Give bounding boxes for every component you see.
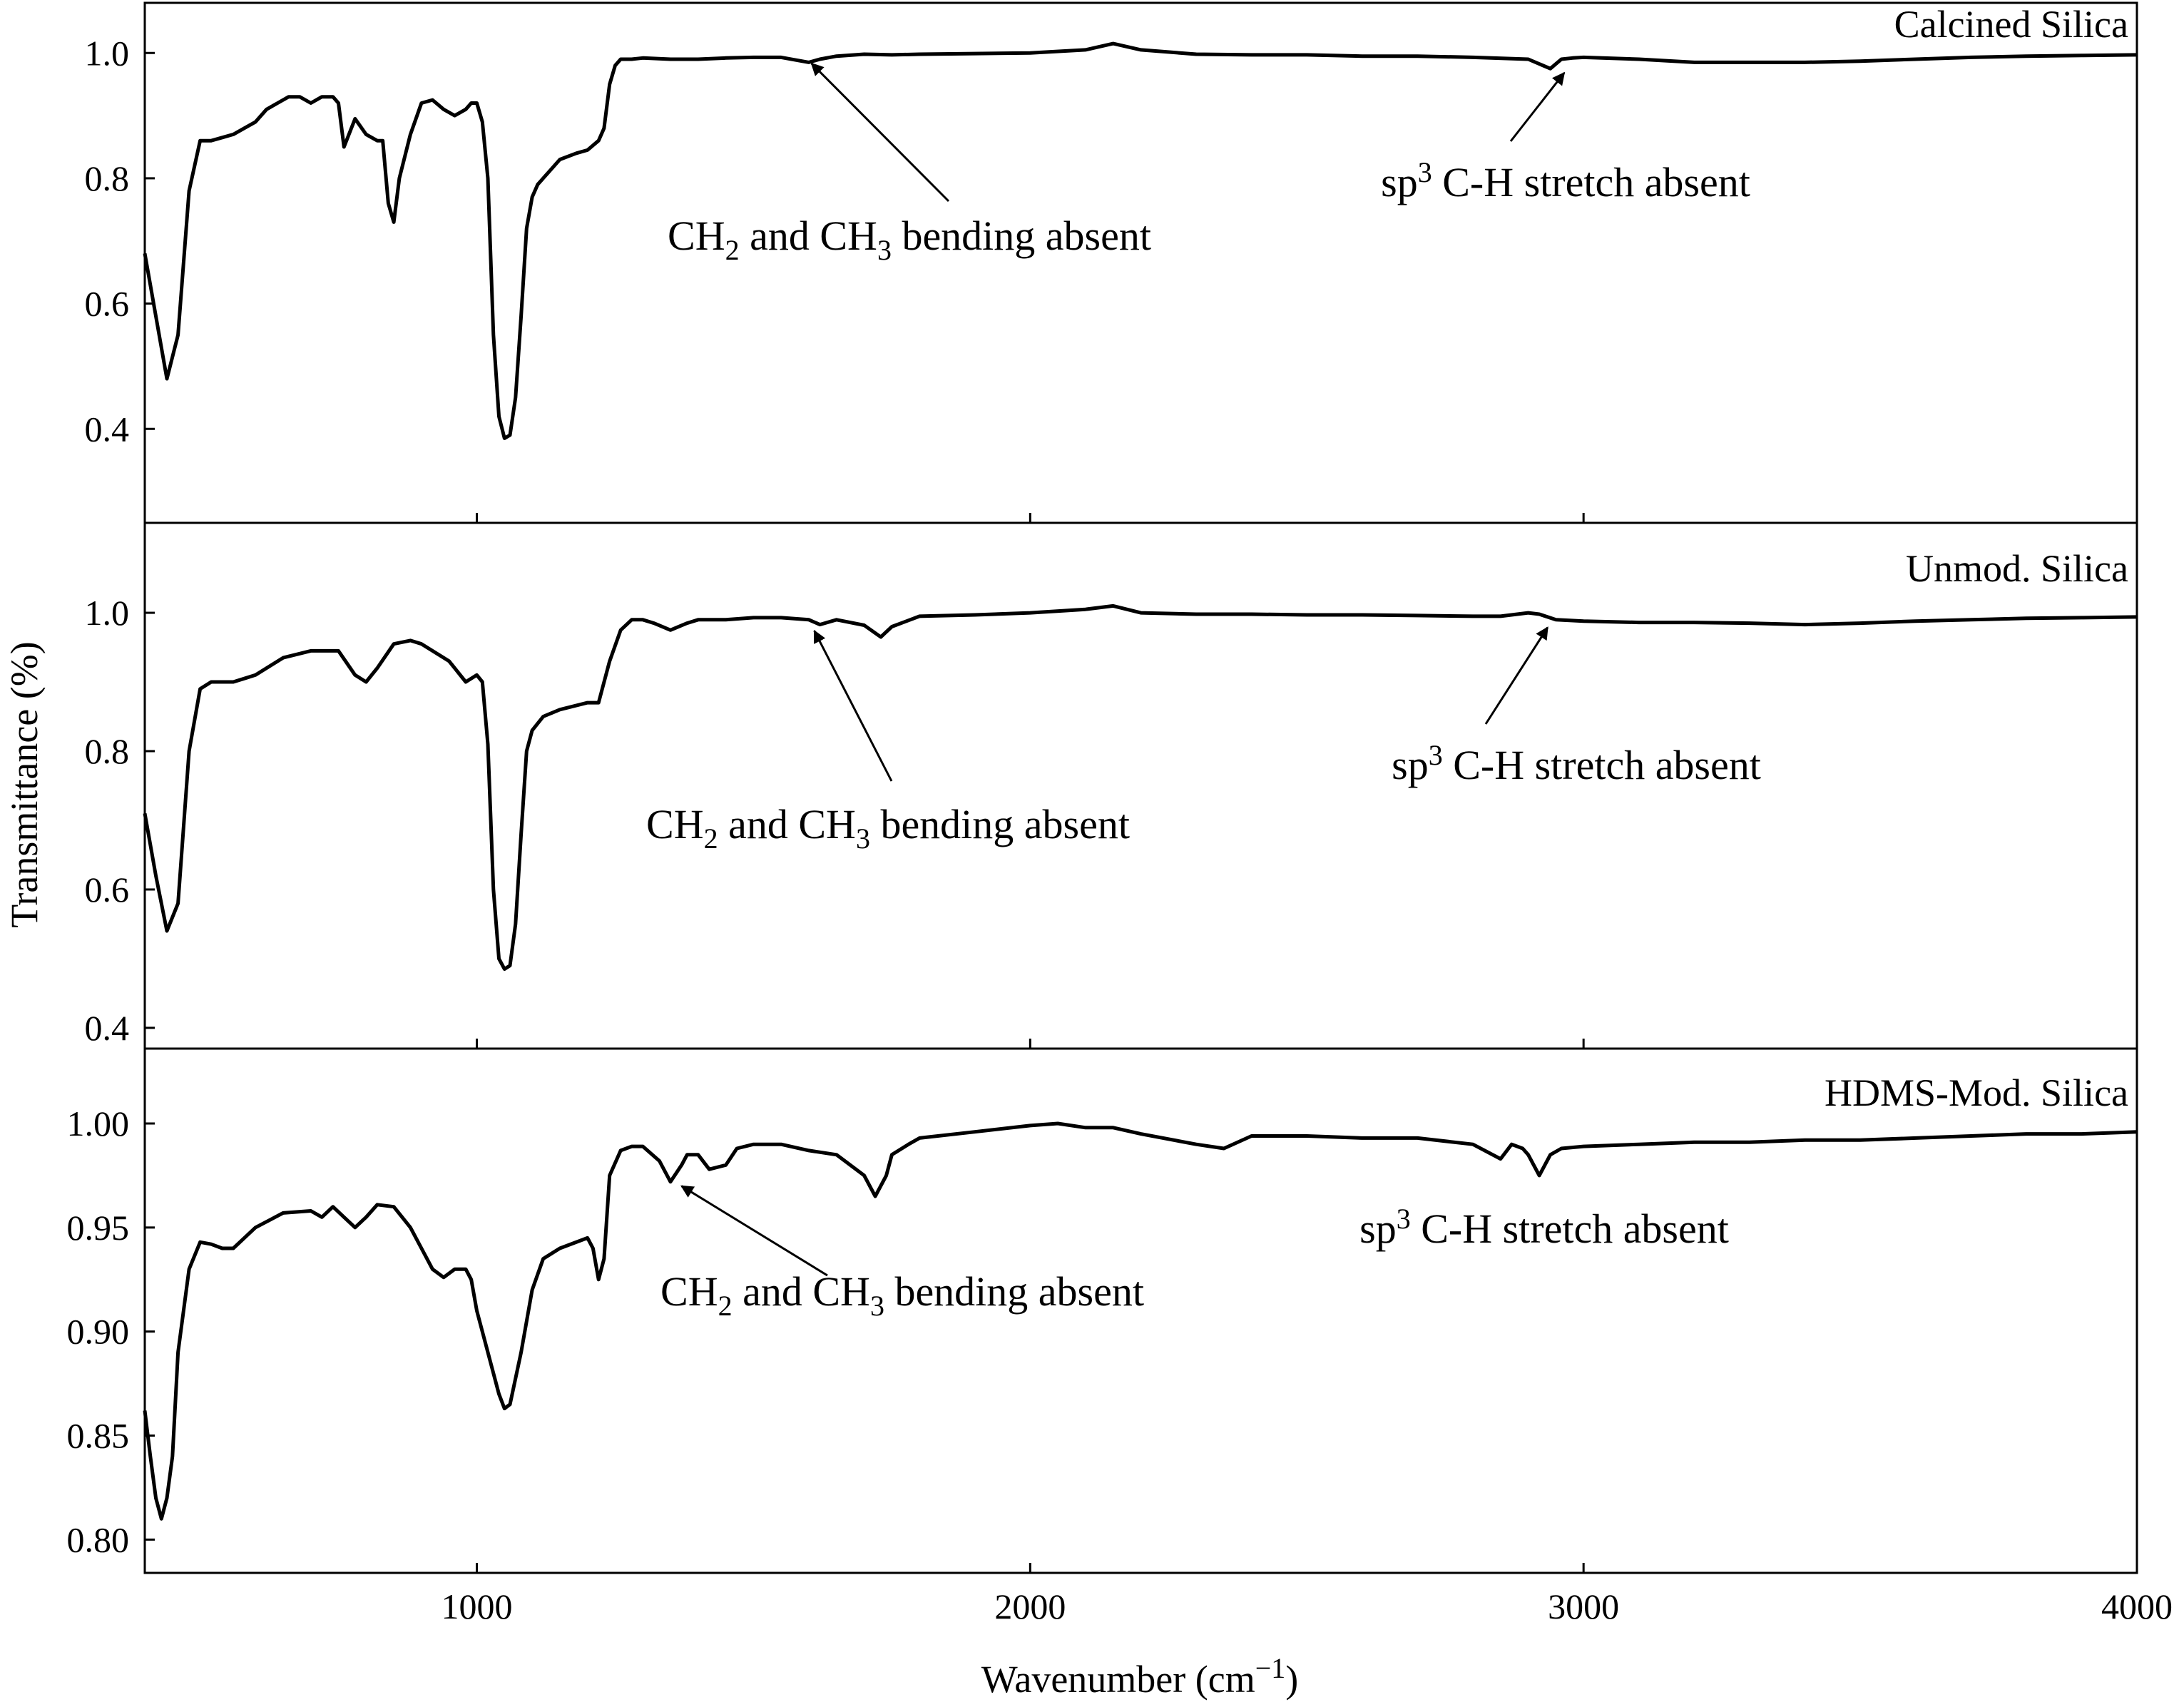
panel-title: HDMS-Mod. Silica <box>1825 1071 2128 1114</box>
annotation-label: sp3 C-H stretch absent <box>1381 156 1750 205</box>
panel-frame <box>143 1047 2138 1574</box>
panel-frame <box>143 1 2138 524</box>
annotation-label: sp3 C-H stretch absent <box>1392 739 1761 788</box>
y-tick-label: 1.0 <box>85 33 130 73</box>
panel-2: 0.4 0.6 0.8 1.0 Unmod. Silica CH2 and CH3 ben… <box>85 521 2138 1050</box>
y-tick-label: 0.90 <box>67 1312 130 1352</box>
annotation-label: CH2 and CH3 bending absent <box>668 213 1151 266</box>
annotation-label: CH2 and CH3 bending absent <box>660 1268 1144 1322</box>
y-tick-label: 0.8 <box>85 731 130 771</box>
y-tick-label: 0.4 <box>85 409 130 449</box>
spectrum-line <box>143 603 2138 971</box>
y-tick-label: 1.0 <box>85 593 130 633</box>
panel-title: Calcined Silica <box>1894 3 2128 46</box>
y-tick-label: 0.8 <box>85 158 130 198</box>
x-axis-label: Wavenumber (cm−1) <box>981 1652 1299 1701</box>
y-tick-label: 0.4 <box>85 1008 130 1048</box>
spectrum-line <box>143 1121 2138 1521</box>
y-tick-label: 0.6 <box>85 284 130 324</box>
y-axis-label: Transmittance (%) <box>3 641 46 927</box>
x-tick-label: 1000 <box>442 1586 513 1626</box>
annotation-arrow <box>1484 626 1549 725</box>
panel-1: 0.4 0.6 0.8 1.0 Calcined Silica CH2 and CH3 b… <box>85 1 2138 524</box>
annotation-arrow <box>1509 71 1566 142</box>
panel-frame <box>143 521 2138 1050</box>
x-tick-label: 2000 <box>994 1586 1066 1626</box>
annotation-label: CH2 and CH3 bending absent <box>646 801 1130 855</box>
y-tick-label: 0.85 <box>67 1416 130 1456</box>
x-tick-label: 3000 <box>1548 1586 1619 1626</box>
panels: 0.4 0.6 0.8 1.0 Calcined Silica CH2 and CH3 b… <box>67 1 2173 1626</box>
y-tick-label: 0.6 <box>85 870 130 909</box>
y-tick-label: 0.95 <box>67 1208 130 1248</box>
x-tick-label: 4000 <box>2101 1586 2173 1626</box>
annotation-arrow <box>810 62 950 203</box>
panel-3: 0.80 0.85 0.90 0.95 1.00 1000 2000 3000 4000 HDMS… <box>67 1047 2173 1626</box>
x-axis-label-end: ) <box>1285 1658 1298 1701</box>
annotation-arrow <box>680 1185 828 1277</box>
panel-title: Unmod. Silica <box>1906 547 2128 590</box>
x-axis-label-superscript: −1 <box>1255 1652 1286 1684</box>
y-tick-label: 1.00 <box>67 1104 130 1143</box>
spectrum-line <box>143 41 2138 440</box>
annotation-label: sp3 C-H stretch absent <box>1359 1203 1729 1252</box>
annotation-arrow <box>813 629 893 782</box>
y-tick-label: 0.80 <box>67 1519 130 1559</box>
x-axis-label-main: Wavenumber (cm <box>981 1658 1255 1701</box>
